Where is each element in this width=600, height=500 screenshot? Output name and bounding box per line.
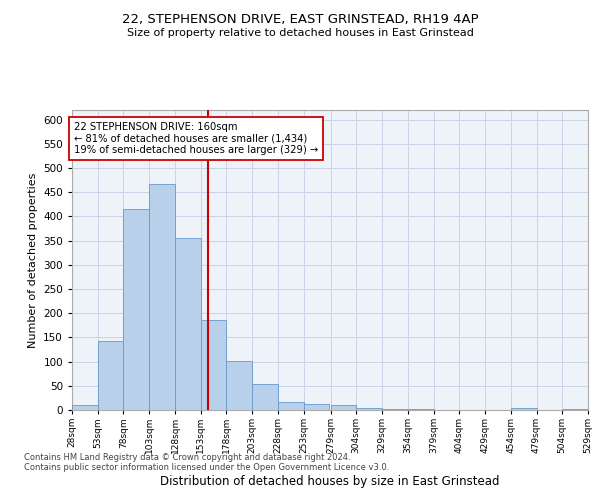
Bar — [98, 341, 124, 410]
Text: Contains public sector information licensed under the Open Government Licence v3: Contains public sector information licen… — [24, 464, 389, 472]
Bar — [226, 360, 252, 410]
Text: Contains HM Land Registry data © Crown copyright and database right 2024.: Contains HM Land Registry data © Crown c… — [24, 454, 350, 462]
Bar — [331, 404, 356, 410]
Text: 22 STEPHENSON DRIVE: 160sqm
← 81% of detached houses are smaller (1,434)
19% of : 22 STEPHENSON DRIVE: 160sqm ← 81% of det… — [74, 122, 319, 156]
Bar — [511, 408, 536, 410]
Bar — [356, 408, 382, 410]
Bar — [149, 184, 175, 410]
Bar — [304, 404, 329, 410]
Bar — [124, 209, 149, 410]
Bar — [175, 238, 201, 410]
Bar — [562, 408, 588, 410]
Bar — [278, 402, 304, 410]
Y-axis label: Number of detached properties: Number of detached properties — [28, 172, 38, 348]
Bar — [201, 320, 226, 410]
Text: Distribution of detached houses by size in East Grinstead: Distribution of detached houses by size … — [160, 474, 500, 488]
Bar — [382, 409, 408, 410]
Bar — [252, 384, 278, 410]
Bar — [408, 408, 434, 410]
Text: Size of property relative to detached houses in East Grinstead: Size of property relative to detached ho… — [127, 28, 473, 38]
Bar — [72, 405, 98, 410]
Text: 22, STEPHENSON DRIVE, EAST GRINSTEAD, RH19 4AP: 22, STEPHENSON DRIVE, EAST GRINSTEAD, RH… — [122, 12, 478, 26]
